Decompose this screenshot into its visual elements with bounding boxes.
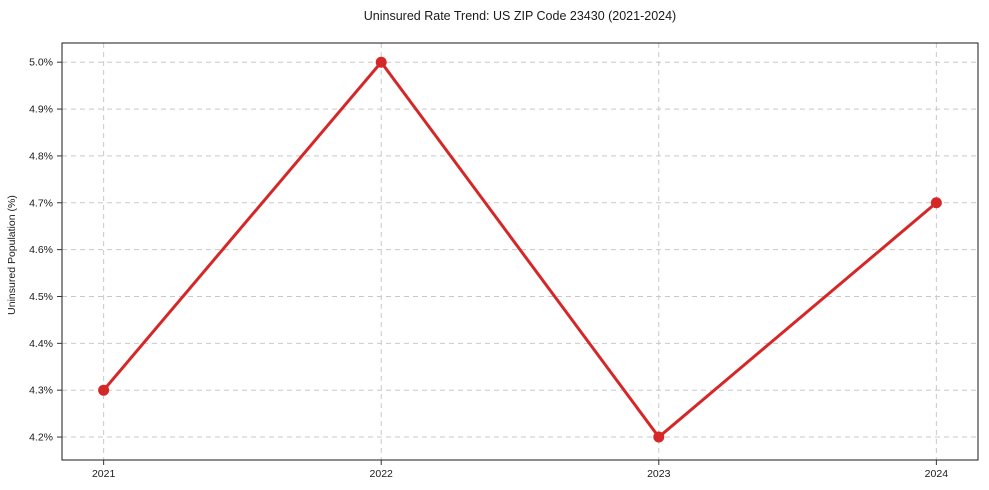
y-tick-label: 4.3% (29, 385, 53, 397)
y-tick-label: 4.4% (29, 338, 53, 350)
y-tick-label: 4.7% (29, 197, 53, 209)
y-tick-label: 4.9% (29, 104, 53, 116)
plot-border (61, 42, 979, 461)
data-point (375, 56, 387, 68)
x-tick-label: 2022 (370, 468, 394, 480)
x-tick-label: 2023 (647, 468, 671, 480)
x-tick-label: 2024 (925, 468, 949, 480)
y-tick-label: 4.5% (29, 291, 53, 303)
y-tick-label: 4.8% (29, 150, 53, 162)
x-tick-label: 2021 (92, 468, 116, 480)
trend-line (102, 60, 938, 439)
y-tick-label: 4.2% (29, 432, 53, 444)
data-point (653, 431, 665, 443)
data-point (98, 384, 110, 396)
y-tick-label: 5.0% (29, 57, 53, 69)
y-tick-label: 4.6% (29, 244, 53, 256)
chart-title: Uninsured Rate Trend: US ZIP Code 23430 … (363, 9, 677, 23)
data-point (930, 197, 942, 209)
